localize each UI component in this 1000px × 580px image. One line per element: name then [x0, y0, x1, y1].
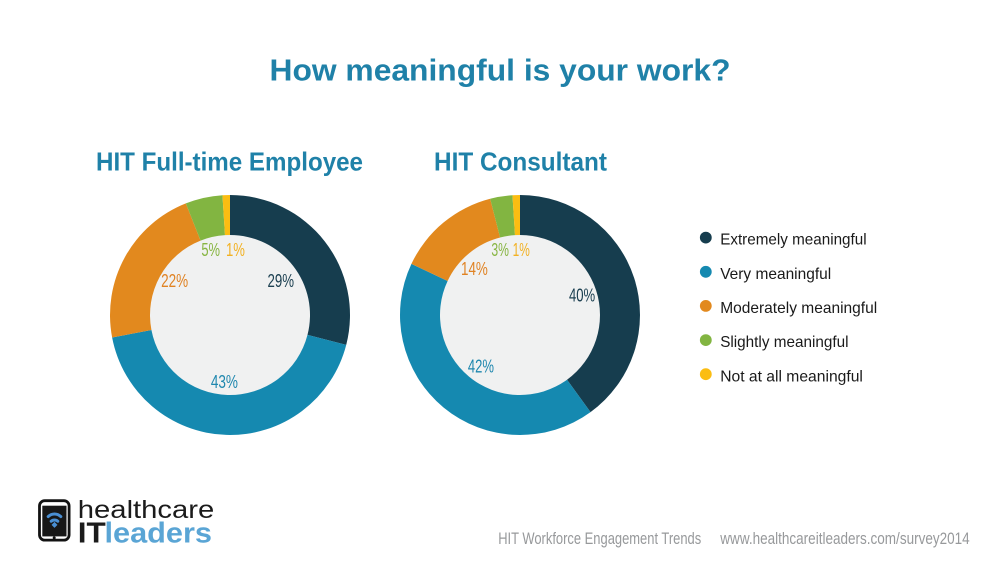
- svg-text:Very meaningful: Very meaningful: [720, 266, 831, 283]
- svg-text:29%: 29%: [268, 270, 295, 291]
- svg-text:14%: 14%: [461, 258, 488, 279]
- svg-text:Slightly meaningful: Slightly meaningful: [720, 334, 848, 351]
- svg-text:42%: 42%: [468, 355, 494, 376]
- svg-text:leaders: leaders: [105, 518, 213, 550]
- svg-text:healthcare: healthcare: [78, 496, 215, 524]
- svg-text:HIT Full-time Employee: HIT Full-time Employee: [96, 149, 363, 177]
- svg-text:Not at all meaningful: Not at all meaningful: [720, 368, 863, 385]
- svg-text:5%: 5%: [201, 239, 220, 260]
- svg-text:1%: 1%: [513, 239, 530, 260]
- svg-text:www.healthcareitleaders.com/su: www.healthcareitleaders.com/survey2014: [719, 530, 969, 548]
- svg-text:IT: IT: [78, 518, 106, 550]
- svg-text:Moderately meaningful: Moderately meaningful: [720, 300, 877, 317]
- svg-text:22%: 22%: [161, 270, 188, 291]
- svg-text:1%: 1%: [226, 239, 245, 260]
- svg-text:43%: 43%: [211, 371, 238, 392]
- svg-text:Extremely meaningful: Extremely meaningful: [720, 232, 866, 249]
- svg-text:HIT Workforce Engagement Trend: HIT Workforce Engagement Trends: [498, 530, 701, 548]
- svg-text:How meaningful is your work?: How meaningful is your work?: [270, 53, 731, 88]
- svg-text:HIT Consultant: HIT Consultant: [434, 149, 607, 177]
- svg-text:40%: 40%: [569, 284, 595, 305]
- svg-text:3%: 3%: [491, 239, 509, 260]
